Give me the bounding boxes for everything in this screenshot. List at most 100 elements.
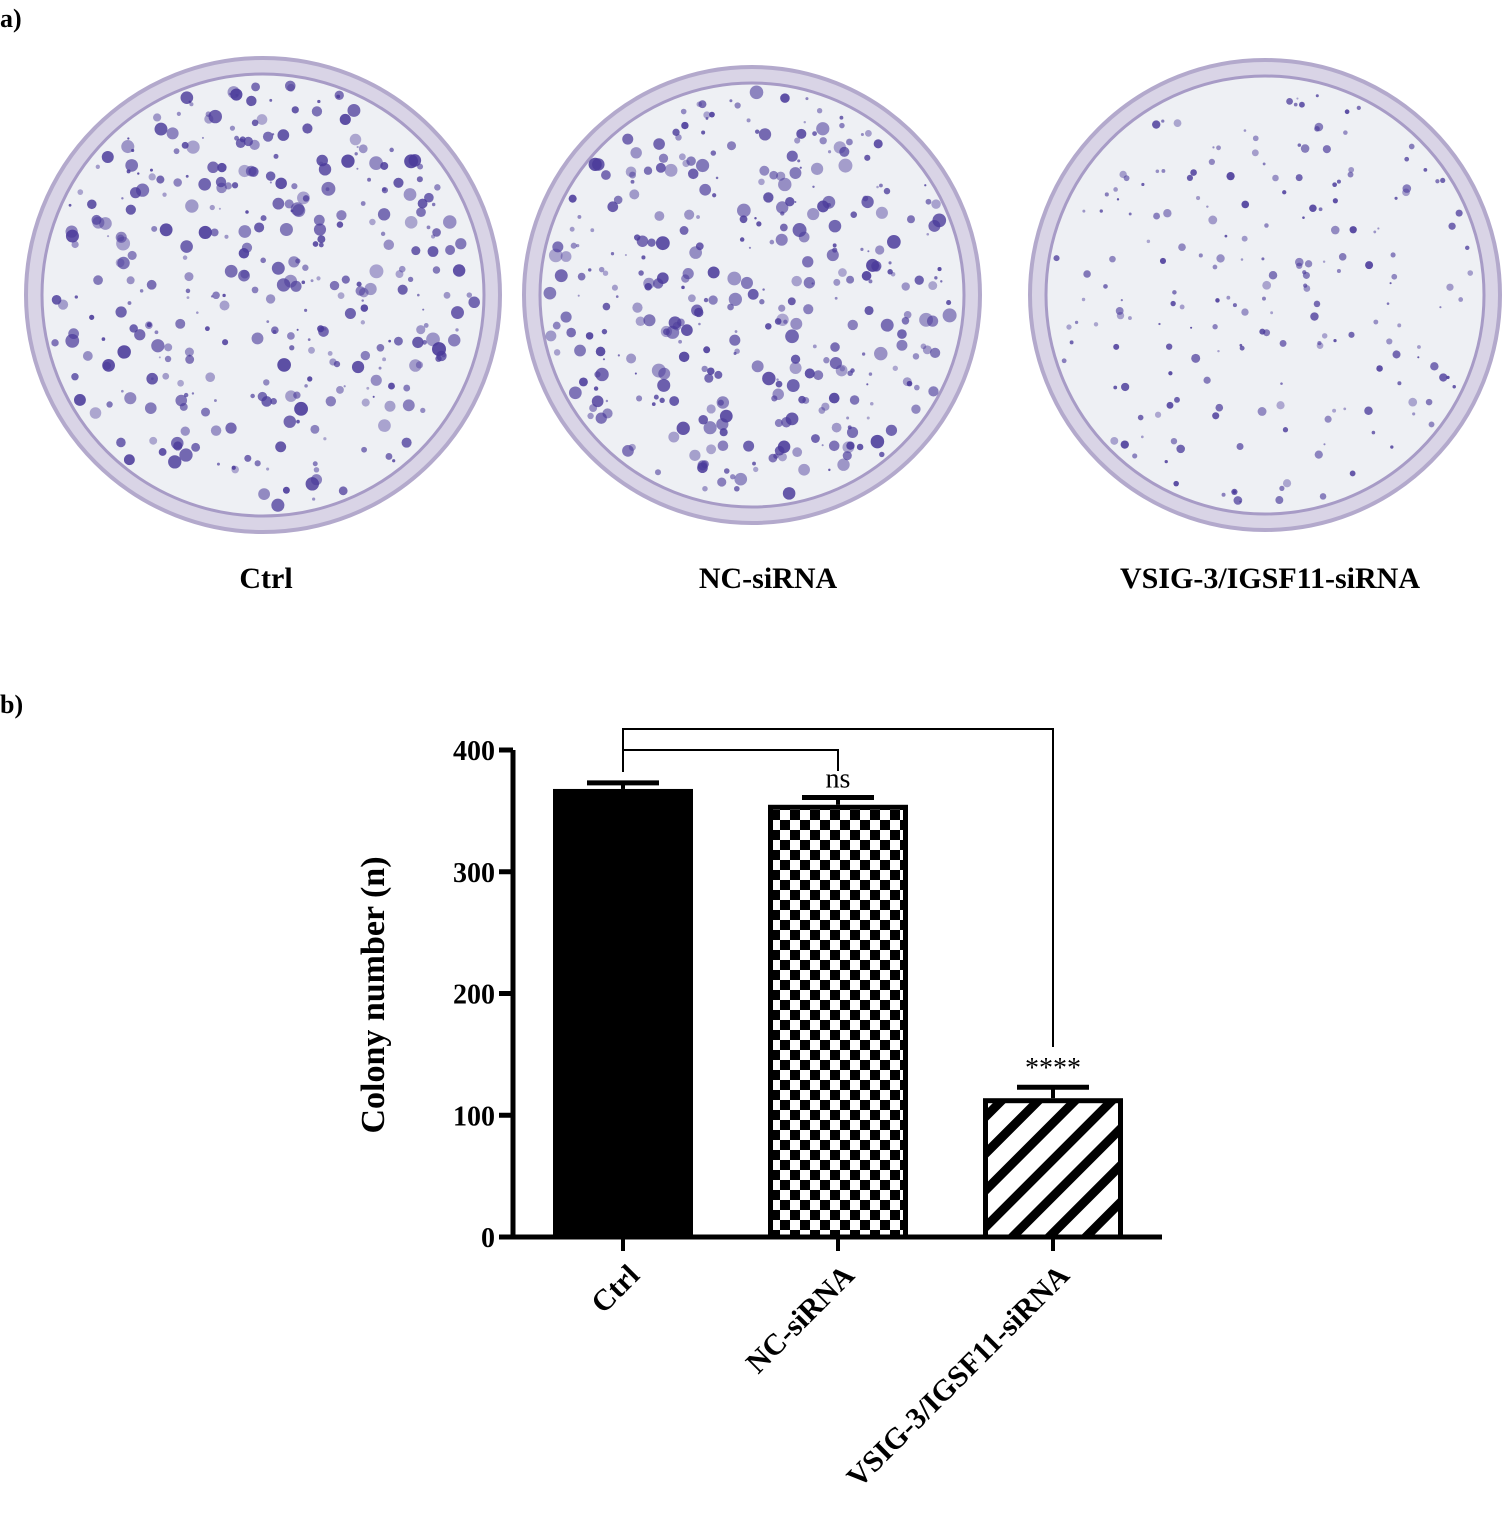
- colony: [420, 407, 426, 414]
- x-tick-label: NC-siRNA: [740, 1258, 861, 1379]
- colony: [887, 235, 901, 249]
- colony: [802, 397, 810, 404]
- colony: [158, 356, 161, 359]
- colony: [1452, 385, 1456, 389]
- colony: [115, 306, 127, 318]
- colony: [1293, 102, 1298, 107]
- colony: [775, 233, 788, 246]
- colony: [785, 412, 799, 426]
- colony: [1282, 427, 1289, 433]
- colony: [906, 215, 915, 224]
- colony: [849, 395, 860, 405]
- y-tick-label: 300: [453, 858, 495, 889]
- panel-label-b: b): [0, 690, 24, 719]
- colony: [1336, 179, 1341, 184]
- colony: [204, 326, 210, 332]
- colony: [629, 171, 636, 179]
- colony: [901, 317, 910, 325]
- colony: [325, 396, 337, 407]
- colony: [929, 347, 941, 359]
- colony: [846, 275, 855, 284]
- colony: [641, 255, 646, 260]
- colony: [657, 378, 671, 392]
- colony: [866, 383, 869, 386]
- colony: [707, 367, 715, 375]
- colony: [432, 342, 447, 357]
- colony: [655, 162, 666, 173]
- colony: [106, 401, 113, 408]
- colony: [384, 400, 396, 412]
- colony: [51, 339, 59, 347]
- colony: [1113, 385, 1118, 390]
- colony: [184, 347, 194, 357]
- colony: [1066, 324, 1072, 330]
- colony: [310, 279, 314, 283]
- colony: [743, 440, 755, 452]
- colony: [291, 106, 299, 114]
- colony: [360, 320, 366, 325]
- colony: [1386, 302, 1390, 305]
- colony: [1286, 97, 1293, 105]
- colony: [1206, 205, 1209, 208]
- colony: [313, 214, 325, 226]
- colony: [68, 203, 72, 207]
- colony: [101, 151, 114, 164]
- colony: [426, 225, 431, 230]
- colony: [1279, 339, 1287, 347]
- colony: [376, 343, 385, 352]
- petri-dish: [1028, 58, 1502, 532]
- colony: [198, 225, 212, 239]
- colony: [926, 232, 930, 236]
- colony: [1321, 333, 1328, 339]
- colony: [680, 108, 687, 115]
- colony: [422, 308, 425, 311]
- colony: [1390, 445, 1394, 449]
- colony: [282, 486, 290, 494]
- colony: [647, 238, 656, 247]
- colony: [388, 339, 392, 343]
- colony: [811, 434, 820, 443]
- colony: [445, 245, 456, 255]
- colony: [351, 360, 365, 374]
- colony: [1074, 320, 1079, 325]
- colony: [901, 282, 910, 291]
- colony: [1262, 162, 1266, 166]
- colony: [82, 351, 93, 361]
- colony: [266, 467, 270, 471]
- colony: [186, 296, 190, 300]
- colony: [798, 463, 810, 476]
- colony: [1317, 340, 1322, 346]
- colony: [756, 221, 762, 227]
- colony: [1170, 437, 1178, 445]
- colony: [920, 343, 927, 350]
- colony: [468, 296, 480, 309]
- colony: [926, 315, 939, 327]
- colony: [347, 104, 361, 117]
- colony: [254, 222, 265, 233]
- colony: [308, 346, 315, 354]
- colony: [1263, 329, 1271, 337]
- colony: [295, 258, 301, 264]
- colony: [552, 241, 564, 253]
- colony: [602, 358, 606, 361]
- colony: [595, 346, 606, 357]
- colony: [821, 444, 824, 447]
- colony: [787, 297, 796, 306]
- plate-label-ctrl: Ctrl: [239, 562, 293, 595]
- colony: [1279, 485, 1285, 491]
- colony: [407, 276, 414, 283]
- colony: [117, 256, 130, 270]
- colony: [1093, 322, 1099, 327]
- colony: [1159, 257, 1167, 264]
- colony: [173, 178, 182, 187]
- colony: [774, 318, 782, 325]
- colony: [222, 293, 226, 298]
- colony: [1322, 145, 1331, 154]
- colony: [205, 111, 212, 117]
- colony: [883, 187, 891, 195]
- significance-label: ns: [826, 763, 851, 794]
- colony: [271, 498, 285, 512]
- colony: [906, 380, 913, 387]
- colony: [924, 184, 927, 187]
- colony: [706, 444, 717, 455]
